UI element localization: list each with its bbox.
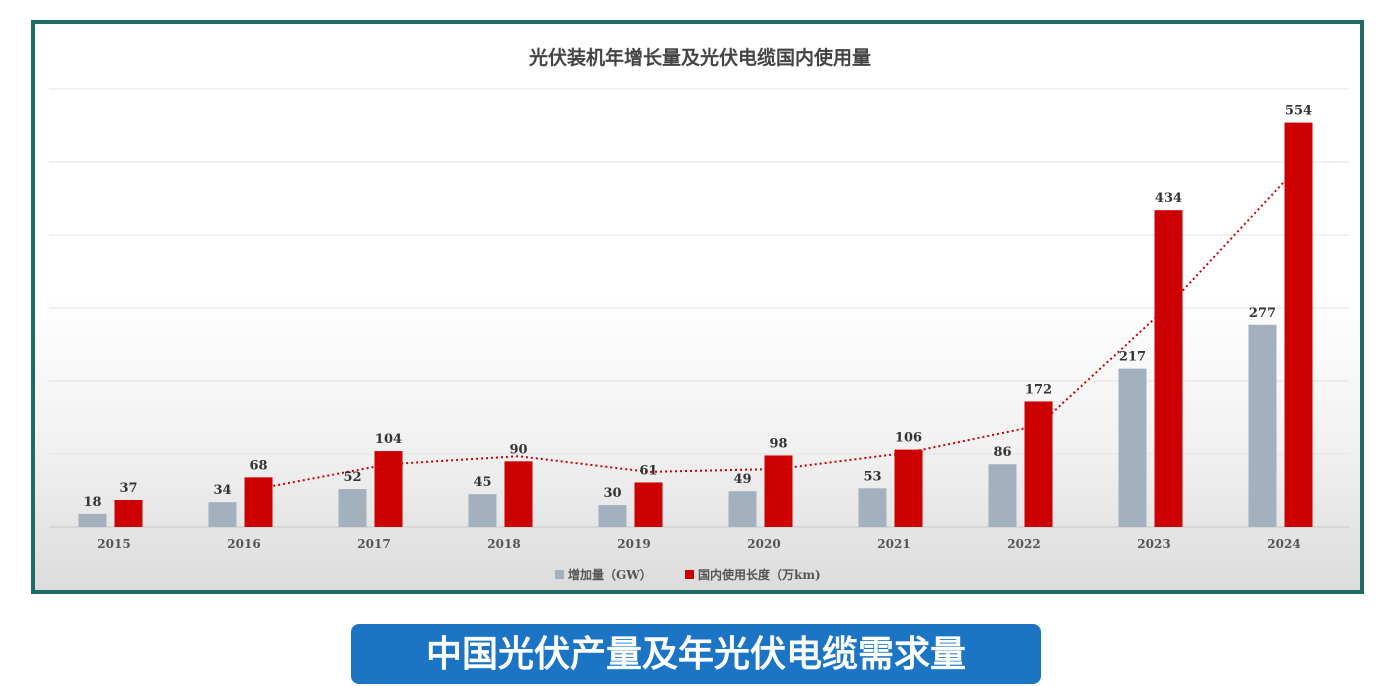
data-label-increase-2016: 34 [213,483,231,498]
x-tick-label: 2022 [1007,537,1040,551]
data-label-domestic-2023: 434 [1155,191,1182,206]
bar-domestic-2016 [244,477,273,527]
bar-increase-2023 [1118,368,1147,527]
data-label-domestic-2021: 106 [895,431,922,446]
data-label-increase-2019: 30 [603,486,621,501]
x-tick-label: 2017 [357,537,390,551]
bar-domestic-2024 [1284,122,1313,527]
bar-domestic-2020 [764,455,793,527]
x-axis-ticks: 2015 2016 2017 2018 2019 2020 2021 2022 2023 2024 [97,537,1300,551]
legend-swatch-series-1 [555,570,564,579]
trend-layer [258,165,1300,490]
chart-svg: 光伏装机年增长量及光伏电缆国内使用量 18 37 34 68 52 104 45 90 30 61… [49,46,1349,582]
bar-increase-2019 [598,505,627,527]
bar-domestic-2021 [894,449,923,527]
bar-increase-2015 [78,513,107,527]
bar-increase-2024 [1248,324,1277,527]
data-label-increase-2017: 52 [343,470,361,485]
data-label-increase-2018: 45 [473,475,491,490]
data-label-domestic-2018: 90 [509,442,527,457]
chart-frame: 光伏装机年增长量及光伏电缆国内使用量 18 37 34 68 52 104 45 90 30 61… [31,20,1364,594]
legend-label-series-2: 国内使用长度（万km) [698,567,821,582]
bar-domestic-2017 [374,451,403,527]
bar-increase-2022 [988,464,1017,527]
data-label-increase-2024: 277 [1249,306,1276,321]
x-tick-label: 2020 [747,537,780,551]
bar-increase-2020 [728,491,757,527]
data-label-increase-2015: 18 [83,495,101,510]
grid-layer [49,88,1349,528]
data-label-domestic-2015: 37 [119,481,137,496]
data-label-increase-2021: 53 [863,469,881,484]
data-label-domestic-2022: 172 [1025,382,1052,397]
bar-increase-2021 [858,488,887,527]
data-label-increase-2023: 217 [1119,350,1146,365]
data-label-domestic-2024: 554 [1285,104,1312,119]
bar-domestic-2018 [504,461,533,527]
bar-increase-2018 [468,494,497,527]
bar-increase-2017 [338,489,367,527]
bar-domestic-2019 [634,482,663,527]
x-tick-label: 2021 [877,537,910,551]
data-label-increase-2022: 86 [993,445,1011,460]
data-label-increase-2020: 49 [733,472,751,487]
bar-domestic-2022 [1024,401,1053,527]
bar-domestic-2015 [114,499,143,527]
x-tick-label: 2016 [227,537,260,551]
bar-domestic-2023 [1154,210,1183,527]
legend: 增加量（GW） 国内使用长度（万km) [555,567,821,582]
bar-increase-2016 [208,502,237,527]
data-label-domestic-2019: 61 [639,463,657,478]
data-label-domestic-2016: 68 [249,458,267,473]
x-tick-label: 2019 [617,537,650,551]
legend-label-series-1: 增加量（GW） [568,567,652,582]
chart-title: 光伏装机年增长量及光伏电缆国内使用量 [528,46,871,69]
trendline [258,165,1300,490]
x-tick-label: 2018 [487,537,520,551]
x-tick-label: 2024 [1267,537,1300,551]
caption-banner: 中国光伏产量及年光伏电缆需求量 [351,624,1041,684]
data-label-domestic-2020: 98 [769,436,787,451]
labels-layer: 18 37 34 68 52 104 45 90 30 61 49 98 53 106 86 172 217 43… [83,104,1312,510]
data-label-domestic-2017: 104 [375,432,402,447]
legend-swatch-series-2 [685,570,694,579]
x-tick-label: 2023 [1137,537,1170,551]
x-tick-label: 2015 [97,537,130,551]
